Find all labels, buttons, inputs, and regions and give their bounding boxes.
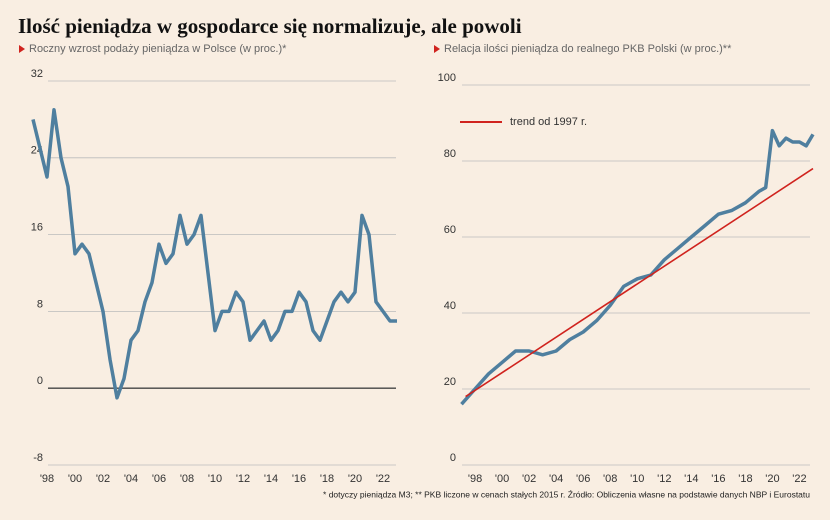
x-tick-label: '06 xyxy=(576,473,590,485)
y-tick-label: 8 xyxy=(37,298,43,310)
x-tick-label: '14 xyxy=(264,473,278,485)
x-tick-label: '08 xyxy=(180,473,194,485)
x-tick-label: '14 xyxy=(684,473,698,485)
legend-label: trend od 1997 r. xyxy=(510,116,587,128)
subtitle: Relacja ilości pieniądza do realnego PKB… xyxy=(444,43,732,55)
y-tick-label: 20 xyxy=(444,376,456,388)
x-tick-label: '04 xyxy=(549,473,563,485)
y-tick-label: 40 xyxy=(444,300,456,312)
x-tick-label: '10 xyxy=(630,473,644,485)
y-tick-label: 100 xyxy=(438,72,456,84)
footnote: * dotyczy pieniądza M3; ** PKB liczone w… xyxy=(323,489,810,499)
y-tick-label: 0 xyxy=(450,452,456,464)
x-tick-label: '12 xyxy=(657,473,671,485)
title: Ilość pieniądza w gospodarce się normali… xyxy=(18,14,522,38)
x-tick-label: '06 xyxy=(152,473,166,485)
x-tick-label: '22 xyxy=(376,473,390,485)
x-tick-label: '20 xyxy=(765,473,779,485)
series-line xyxy=(31,108,397,400)
y-tick-label: -8 xyxy=(33,452,43,464)
series-line xyxy=(465,167,814,398)
x-tick-label: '12 xyxy=(236,473,250,485)
x-tick-label: '18 xyxy=(320,473,334,485)
x-tick-label: '08 xyxy=(603,473,617,485)
x-tick-label: '16 xyxy=(711,473,725,485)
x-tick-label: '02 xyxy=(522,473,536,485)
x-tick-label: '98 xyxy=(468,473,482,485)
y-tick-label: 0 xyxy=(37,375,43,387)
subtitle: Roczny wzrost podaży pieniądza w Polsce … xyxy=(29,43,287,55)
x-tick-label: '18 xyxy=(738,473,752,485)
x-tick-label: '00 xyxy=(68,473,82,485)
x-tick-label: '16 xyxy=(292,473,306,485)
x-tick-label: '22 xyxy=(792,473,806,485)
y-tick-label: 60 xyxy=(444,224,456,236)
y-tick-label: 32 xyxy=(31,68,43,80)
series-line xyxy=(460,128,815,406)
x-tick-label: '00 xyxy=(495,473,509,485)
marker xyxy=(434,45,440,53)
x-tick-label: '98 xyxy=(40,473,54,485)
x-tick-label: '02 xyxy=(96,473,110,485)
x-tick-label: '10 xyxy=(208,473,222,485)
x-tick-label: '04 xyxy=(124,473,138,485)
y-tick-label: 16 xyxy=(31,222,43,234)
x-tick-label: '20 xyxy=(348,473,362,485)
marker xyxy=(19,45,25,53)
y-tick-label: 80 xyxy=(444,148,456,160)
